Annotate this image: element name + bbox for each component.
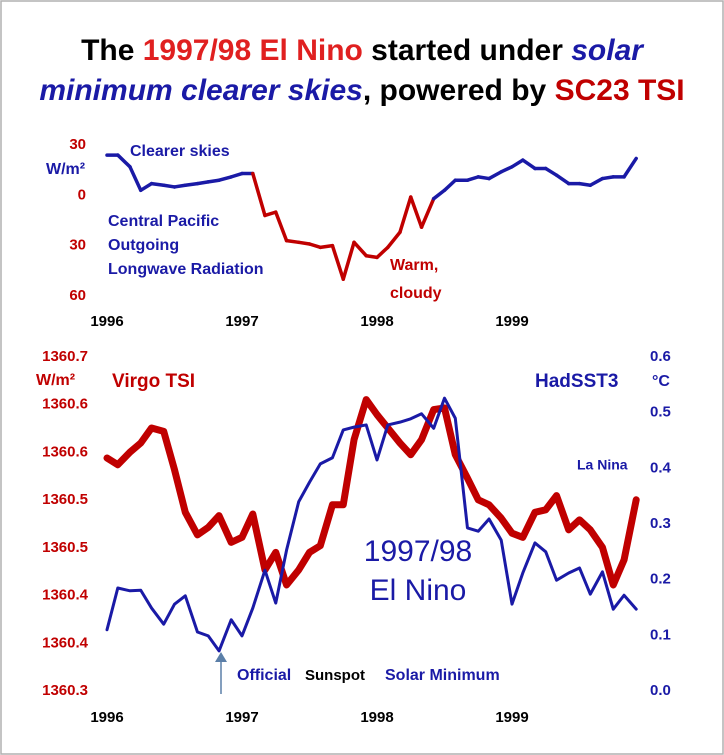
y-tick-label: 60 [69, 287, 86, 304]
annotation: La Nina [577, 457, 628, 473]
line-segment [375, 245, 390, 260]
y-tick-label: 30 [69, 237, 86, 254]
annotation: 1997/98 [364, 535, 472, 568]
line-segment [284, 238, 301, 245]
y-unit: W/m² [36, 372, 75, 389]
line-segment [296, 240, 312, 246]
title-segment: minimum clearer skies [39, 74, 363, 107]
annotation: Solar Minimum [385, 667, 500, 684]
line-segment [229, 171, 244, 179]
line-segment [263, 210, 278, 218]
annotation: Central Pacific [108, 213, 219, 230]
line-segment [341, 240, 356, 281]
line-segment [139, 181, 154, 193]
line-segment [116, 153, 132, 169]
y-tick-label: 1360.4 [42, 634, 89, 651]
x-tick-label: 1997 [225, 709, 258, 726]
line-segment [364, 253, 379, 260]
x-tick-label: 1998 [360, 313, 393, 330]
line-segment [409, 195, 424, 229]
x-tick-label: 1999 [495, 709, 528, 726]
line-segment [487, 170, 503, 181]
line-segment [128, 165, 143, 193]
y-tick-label: 1360.6 [42, 443, 88, 460]
y-tick-label: 0 [78, 186, 86, 203]
annotation: Clearer skies [130, 143, 230, 160]
annotation: Longwave Radiation [108, 261, 264, 278]
y2-tick-label: 0.0 [650, 682, 671, 699]
title-segment: started under [363, 34, 571, 67]
line-segment [149, 181, 166, 188]
line-segment [554, 173, 571, 186]
y2-tick-label: 0.4 [650, 459, 672, 476]
y2-tick-label: 0.5 [650, 404, 671, 421]
y2-tick-label: 0.6 [650, 348, 671, 365]
annotation: cloudy [390, 285, 442, 302]
line-segment [499, 165, 514, 174]
y2-tick-label: 0.2 [650, 571, 671, 588]
y-tick-label: 1360.6 [42, 396, 88, 413]
y-tick-label: 1360.5 [42, 539, 88, 556]
title-line: The 1997/98 El Nino started under solar [81, 34, 645, 67]
title-line: minimum clearer skies, powered by SC23 T… [39, 74, 684, 107]
line-segment [442, 178, 458, 193]
annotation: Warm, [390, 257, 438, 274]
y-unit: W/m² [46, 161, 85, 178]
legend-label: Virgo TSI [112, 371, 195, 392]
line-segment [588, 176, 605, 188]
y2-unit: °C [652, 373, 670, 390]
line-segment [183, 181, 200, 188]
x-tick-label: 1996 [90, 709, 123, 726]
legend-label: HadSST3 [535, 371, 618, 392]
x-tick-label: 1997 [225, 313, 258, 330]
line-segment [476, 175, 491, 181]
x-tick-label: 1999 [495, 313, 528, 330]
line-segment [251, 171, 267, 218]
line-segment [217, 175, 233, 182]
line-segment [318, 243, 335, 250]
x-tick-label: 1996 [90, 313, 123, 330]
data-line [105, 396, 638, 653]
line-segment [577, 181, 593, 188]
title-segment: , powered by [363, 74, 555, 107]
line-segment [600, 175, 615, 181]
line-segment [274, 210, 289, 243]
line-segment [307, 242, 323, 250]
title-segment: solar [571, 34, 645, 67]
line-segment [544, 166, 559, 177]
line-segment [206, 178, 221, 184]
y-tick-label: 1360.3 [42, 682, 88, 699]
title-segment: SC23 TSI [555, 74, 685, 107]
annotation: Outgoing [108, 237, 179, 254]
y2-tick-label: 0.3 [650, 515, 671, 532]
title-segment: 1997/98 El Nino [143, 34, 363, 67]
line-segment [161, 183, 177, 189]
annotation: Sunspot [305, 667, 365, 684]
y-tick-label: 1360.5 [42, 491, 88, 508]
annotation: El Nino [370, 574, 467, 607]
line-segment [386, 230, 402, 250]
y2-tick-label: 0.1 [650, 626, 671, 643]
title-segment: The [81, 34, 143, 67]
y-tick-label: 1360.7 [42, 348, 88, 365]
annotation: Official [237, 667, 291, 684]
line-segment [172, 183, 188, 189]
line-segment [510, 158, 525, 169]
line-segment [465, 175, 480, 182]
line-segment [330, 243, 345, 281]
line-segment [419, 196, 436, 229]
line-segment [398, 195, 413, 234]
line-segment [195, 180, 210, 186]
arrow-head [215, 652, 227, 662]
line-segment [622, 156, 638, 179]
line-segment [431, 188, 447, 201]
data-line [103, 396, 640, 589]
y-tick-label: 30 [69, 136, 86, 153]
x-tick-label: 1998 [360, 709, 393, 726]
line-segment [521, 158, 537, 171]
line-segment [352, 240, 368, 258]
y-tick-label: 1360.4 [42, 587, 89, 604]
